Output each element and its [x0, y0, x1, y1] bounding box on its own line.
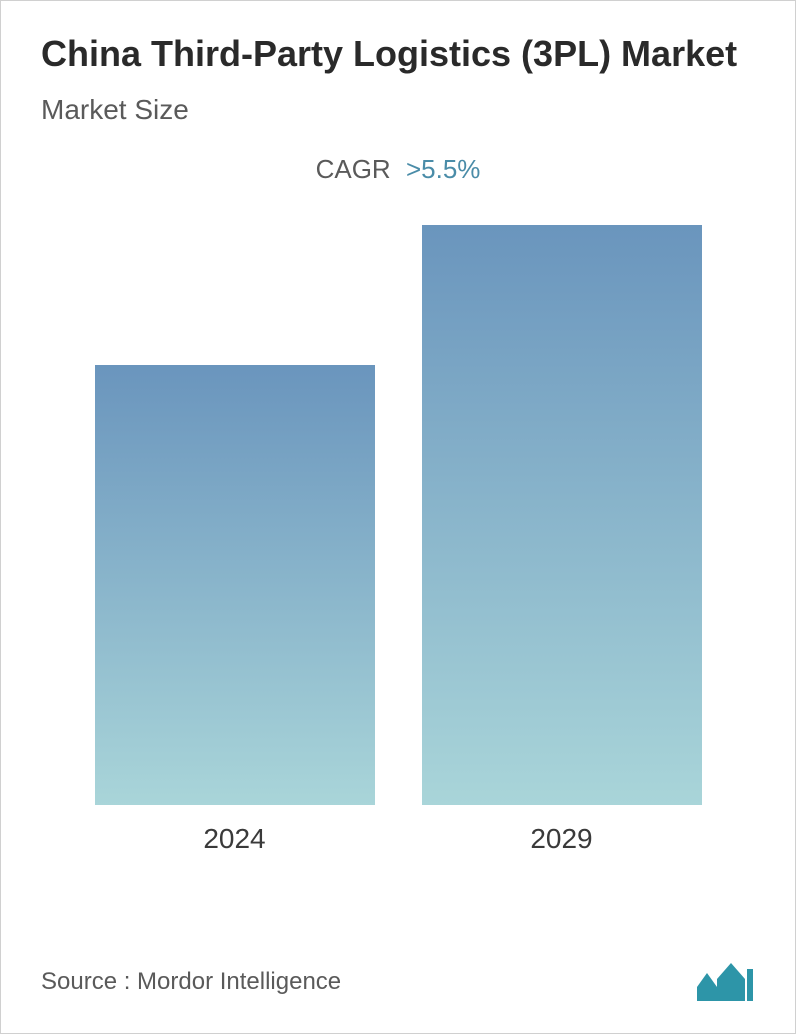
- bar-group-2029: 2029: [422, 225, 702, 855]
- bar-2029: [422, 225, 702, 805]
- cagr-label: CAGR: [316, 154, 391, 184]
- bar-group-2024: 2024: [95, 365, 375, 855]
- chart-subtitle: Market Size: [41, 94, 755, 126]
- bar-2024: [95, 365, 375, 805]
- bar-label-2024: 2024: [203, 823, 265, 855]
- footer: Source : Mordor Intelligence: [41, 961, 755, 1003]
- cagr-row: CAGR >5.5%: [41, 154, 755, 185]
- mordor-logo-icon: [695, 961, 755, 1003]
- bar-chart: 2024 2029: [41, 235, 755, 855]
- cagr-value: >5.5%: [406, 154, 480, 184]
- source-text: Source : Mordor Intelligence: [41, 968, 341, 996]
- bar-label-2029: 2029: [530, 823, 592, 855]
- chart-title: China Third-Party Logistics (3PL) Market: [41, 31, 755, 76]
